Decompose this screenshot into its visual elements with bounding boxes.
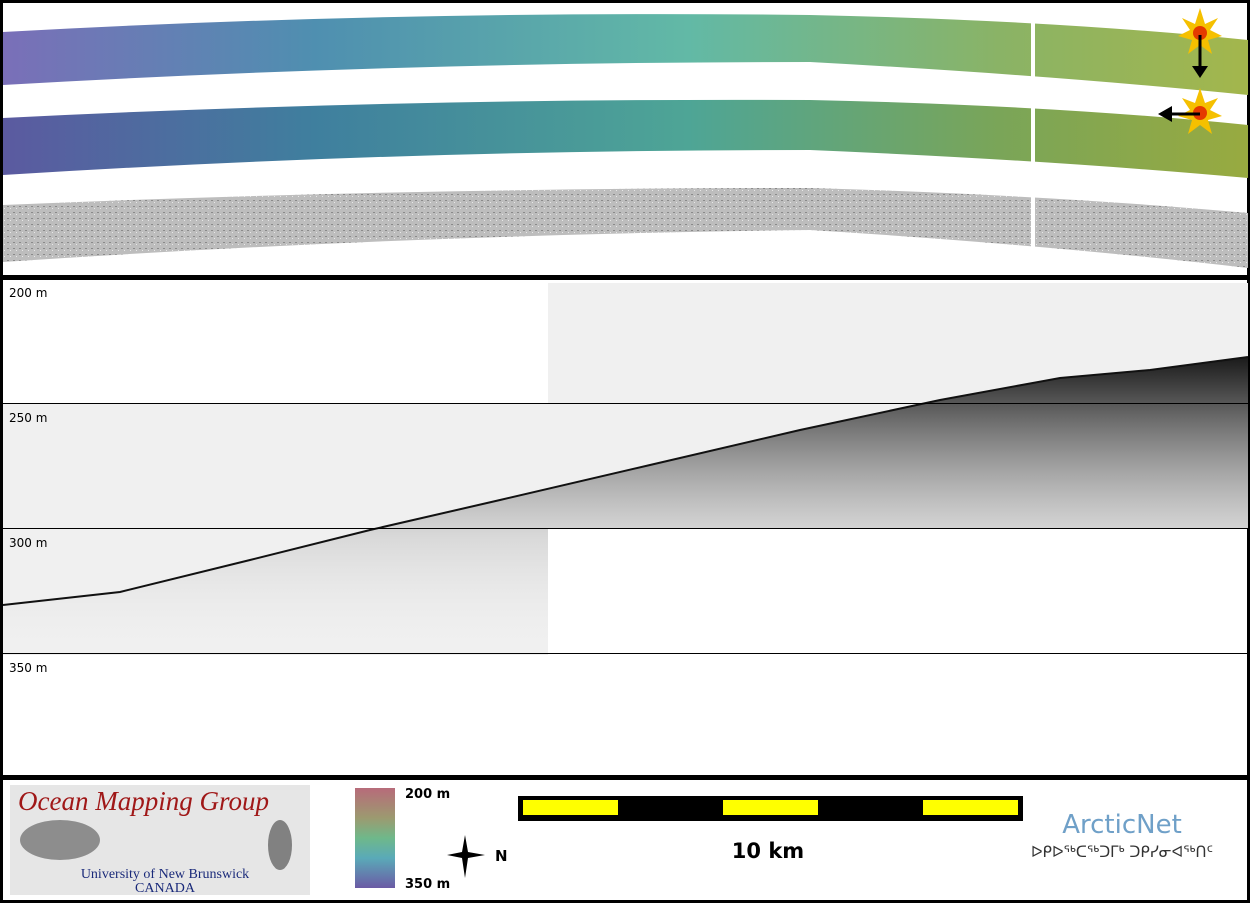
colorbar: [355, 788, 395, 888]
swath-panel: [3, 8, 1248, 270]
logo-university: University of New Brunswick: [81, 867, 249, 882]
colorbar-label: 350 m: [405, 877, 450, 892]
divider: [0, 275, 1250, 280]
depth-label: 300 m: [9, 536, 47, 550]
logo-title: Ocean Mapping Group: [18, 786, 269, 816]
divider: [0, 775, 1250, 780]
sun-icon: [1178, 8, 1222, 78]
compass: N: [447, 835, 508, 878]
swath-sun-west: [3, 99, 1248, 178]
profile-panel: 200 m 250 m 300 m 350 m: [2, 283, 1249, 675]
swath-backscatter: [3, 188, 1248, 268]
scale-label: 10 km: [732, 839, 804, 863]
sun-icon: [1158, 88, 1222, 134]
depth-label: 250 m: [9, 411, 47, 425]
scale-bar: [518, 796, 1023, 821]
seafloor-line: [2, 356, 1249, 606]
partner-syllabics: ᐅᑭᐅᖅᑕᖅᑐᒥᒃ ᑐᑭᓯᓂᐊᖅᑎᑦ: [1031, 843, 1213, 861]
swath-sun-north: [3, 14, 1248, 95]
depth-label: 350 m: [9, 661, 47, 675]
seafloor-echo: [3, 357, 1248, 655]
logo-country: CANADA: [135, 881, 196, 896]
footer: Ocean Mapping Group University of New Br…: [10, 785, 1213, 896]
partner-name: ArcticNet: [1062, 810, 1182, 840]
logo-graphic: [268, 820, 292, 870]
data-gap: [1031, 20, 1035, 270]
colorbar-label: 200 m: [405, 787, 450, 802]
logo-graphic: [20, 820, 100, 860]
depth-label: 200 m: [9, 286, 47, 300]
compass-label: N: [495, 847, 508, 865]
